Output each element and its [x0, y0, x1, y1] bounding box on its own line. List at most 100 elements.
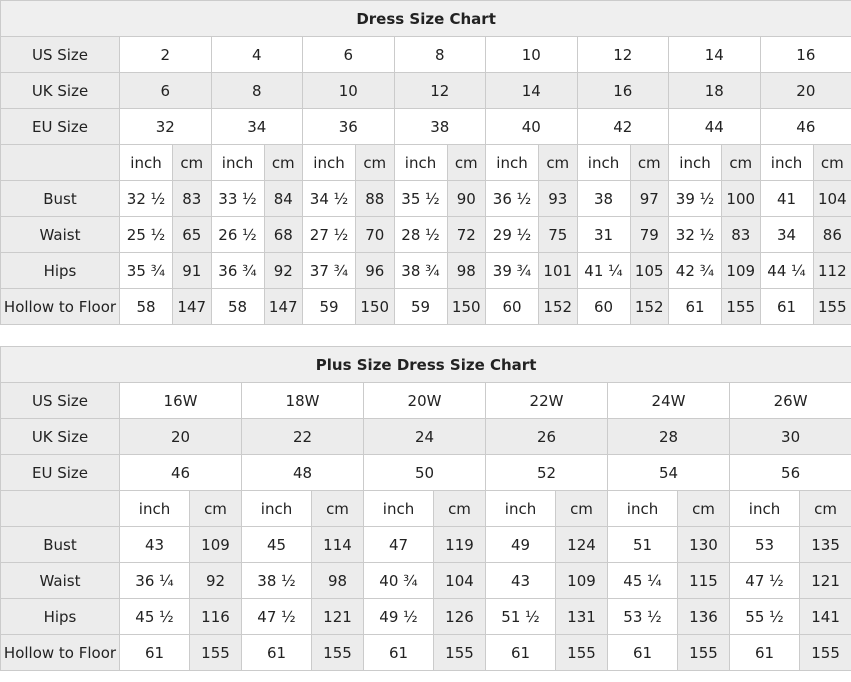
- size-value-cell: 30: [728, 418, 851, 455]
- size-value-cell: 44: [668, 108, 761, 145]
- measure-inch-cell: 53 ½: [607, 598, 678, 635]
- measure-inch-cell: 60: [576, 288, 631, 325]
- dress-size-chart-table: Dress Size Chart US Size 2 4 6 8 10 12 14 16 UK Si…: [0, 0, 851, 325]
- unit-cm-cell: cm: [355, 144, 395, 181]
- size-value-cell: 46: [119, 454, 242, 491]
- measure-inch-cell: 44 ¼: [759, 252, 814, 289]
- size-value-cell: 48: [241, 454, 364, 491]
- size-value-cell: 18: [668, 72, 761, 109]
- size-value-cell: 28: [607, 418, 730, 455]
- row-label-cell: EU Size: [0, 108, 120, 145]
- measure-cm-cell: 135: [798, 526, 851, 563]
- unit-cm-cell: cm: [555, 490, 608, 527]
- measure-row: Hollow to Floor 58 147 58 147 59 150 59 150 60 152…: [0, 288, 851, 325]
- row-label-cell: Hollow to Floor: [0, 288, 120, 325]
- measure-inch-cell: 39 ¾: [485, 252, 539, 289]
- measure-cm-cell: 90: [446, 180, 486, 217]
- unit-cm-cell: cm: [677, 490, 730, 527]
- row-label-cell: Waist: [0, 562, 120, 599]
- chart-title-row: Dress Size Chart: [0, 0, 851, 37]
- measure-cm-cell: 92: [263, 252, 303, 289]
- measure-cm-cell: 115: [677, 562, 730, 599]
- measure-inch-cell: 27 ½: [302, 216, 356, 253]
- measure-inch-cell: 61: [759, 288, 814, 325]
- measure-cm-cell: 152: [629, 288, 669, 325]
- measure-cm-cell: 65: [172, 216, 212, 253]
- unit-cm-cell: cm: [446, 144, 486, 181]
- unit-cm-cell: cm: [798, 490, 851, 527]
- measure-inch-cell: 32 ½: [119, 180, 173, 217]
- measure-cm-cell: 104: [433, 562, 486, 599]
- measure-cm-cell: 155: [812, 288, 851, 325]
- measure-inch-cell: 58: [210, 288, 265, 325]
- size-value-cell: 20W: [363, 382, 486, 419]
- measure-inch-cell: 61: [607, 634, 678, 671]
- measure-cm-cell: 155: [311, 634, 364, 671]
- size-value-cell: 8: [210, 72, 303, 109]
- plus-size-dress-size-chart-section: Plus Size Dress Size Chart US Size 16W 18W 2…: [0, 346, 851, 671]
- plus-size-dress-size-chart-table: Plus Size Dress Size Chart US Size 16W 18W 2…: [0, 346, 851, 671]
- measure-inch-cell: 43: [119, 526, 190, 563]
- size-value-cell: 16: [759, 36, 851, 73]
- measure-cm-cell: 155: [189, 634, 242, 671]
- measure-cm-cell: 92: [189, 562, 242, 599]
- measure-cm-cell: 98: [446, 252, 486, 289]
- measure-cm-cell: 147: [172, 288, 212, 325]
- measure-cm-cell: 155: [555, 634, 608, 671]
- measure-inch-cell: 47 ½: [241, 598, 312, 635]
- measure-inch-cell: 61: [485, 634, 556, 671]
- unit-inch-cell: inch: [302, 144, 356, 181]
- unit-cm-cell: cm: [629, 144, 669, 181]
- size-row: UK Size 20 22 24 26 28 30: [0, 418, 851, 455]
- measure-inch-cell: 28 ½: [393, 216, 448, 253]
- measure-cm-cell: 152: [538, 288, 578, 325]
- measure-inch-cell: 45 ¼: [607, 562, 678, 599]
- unit-row-corner-cell: [0, 144, 120, 181]
- size-value-cell: 12: [576, 36, 669, 73]
- measure-inch-cell: 36 ¾: [210, 252, 265, 289]
- row-label-cell: UK Size: [0, 72, 120, 109]
- measure-cm-cell: 124: [555, 526, 608, 563]
- measure-inch-cell: 61: [729, 634, 800, 671]
- measure-inch-cell: 55 ½: [729, 598, 800, 635]
- row-label-cell: EU Size: [0, 454, 120, 491]
- measure-cm-cell: 147: [263, 288, 303, 325]
- measure-inch-cell: 34: [759, 216, 814, 253]
- measure-row: Bust 32 ½ 83 33 ½ 84 34 ½ 88 35 ½ 90 36 ½ 93 38 97 39…: [0, 180, 851, 217]
- measure-cm-cell: 121: [798, 562, 851, 599]
- measure-inch-cell: 25 ½: [119, 216, 173, 253]
- measure-cm-cell: 114: [311, 526, 364, 563]
- unit-cm-cell: cm: [433, 490, 486, 527]
- size-value-cell: 56: [728, 454, 851, 491]
- unit-inch-cell: inch: [668, 144, 722, 181]
- row-label-cell: Waist: [0, 216, 120, 253]
- measure-cm-cell: 75: [538, 216, 578, 253]
- measure-cm-cell: 97: [629, 180, 669, 217]
- measure-inch-cell: 59: [302, 288, 356, 325]
- measure-cm-cell: 126: [433, 598, 486, 635]
- measure-inch-cell: 33 ½: [210, 180, 265, 217]
- measure-cm-cell: 93: [538, 180, 578, 217]
- measure-inch-cell: 58: [119, 288, 173, 325]
- measure-inch-cell: 61: [241, 634, 312, 671]
- unit-cm-cell: cm: [189, 490, 242, 527]
- measure-cm-cell: 68: [263, 216, 303, 253]
- size-row: EU Size 32 34 36 38 40 42 44 46: [0, 108, 851, 145]
- unit-cm-cell: cm: [812, 144, 851, 181]
- size-row: US Size 2 4 6 8 10 12 14 16: [0, 36, 851, 73]
- chart-gap: [0, 325, 851, 346]
- measure-cm-cell: 121: [311, 598, 364, 635]
- measure-row: Hips 45 ½ 116 47 ½ 121 49 ½ 126 51 ½ 131 53 ½ 136 5…: [0, 598, 851, 635]
- measure-inch-cell: 49: [485, 526, 556, 563]
- measure-cm-cell: 150: [446, 288, 486, 325]
- measure-cm-cell: 141: [798, 598, 851, 635]
- measure-cm-cell: 101: [538, 252, 578, 289]
- row-label-cell: US Size: [0, 36, 120, 73]
- measure-cm-cell: 70: [355, 216, 395, 253]
- unit-inch-cell: inch: [210, 144, 265, 181]
- measure-row: Hollow to Floor 61 155 61 155 61 155 61 155 61 155…: [0, 634, 851, 671]
- measure-inch-cell: 35 ½: [393, 180, 448, 217]
- measure-cm-cell: 130: [677, 526, 730, 563]
- measure-inch-cell: 41: [759, 180, 814, 217]
- size-value-cell: 6: [302, 36, 395, 73]
